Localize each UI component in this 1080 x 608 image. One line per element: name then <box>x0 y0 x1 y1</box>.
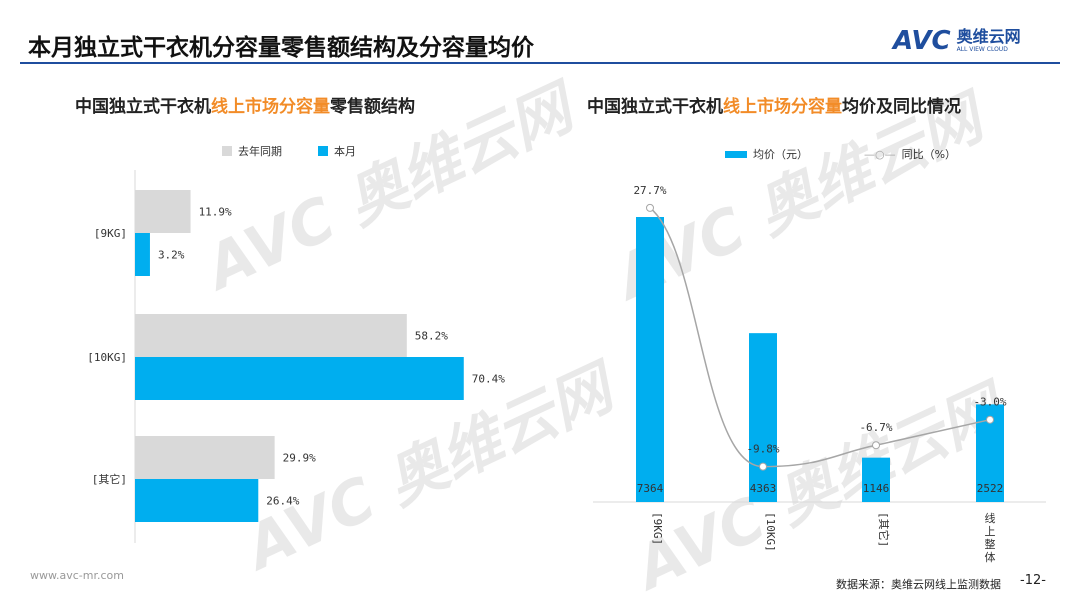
category-label: 整 <box>985 537 996 551</box>
logo-cn: 奥维云网 <box>956 27 1021 46</box>
bar-avg-price <box>749 333 777 502</box>
right-legend: 均价（元） —○— 同比（%） <box>725 146 956 162</box>
legend-swatch-previous <box>222 146 232 156</box>
legend-line-icon: —○— <box>864 147 896 161</box>
yoy-label: 27.7% <box>633 184 666 197</box>
category-label: 体 <box>985 550 996 564</box>
bar-previous <box>135 314 407 357</box>
category-label: [10KG] <box>764 512 777 552</box>
category-label: 线 <box>985 511 996 525</box>
logo-mark: AVC <box>893 26 951 56</box>
yoy-point <box>759 462 767 471</box>
legend-label: 同比（%） <box>901 148 957 161</box>
category-label: [9KG] <box>651 512 664 545</box>
bar-avg-price <box>636 217 664 503</box>
bar-avg-price <box>862 457 890 502</box>
data-label: 29.9% <box>283 452 316 465</box>
category-label: [10KG] <box>87 351 127 364</box>
bar-current <box>135 233 150 276</box>
category-label: [其它] <box>877 512 891 547</box>
bar-previous <box>135 190 191 233</box>
yoy-line <box>649 207 991 468</box>
footer-url: www.avc-mr.com <box>30 569 124 582</box>
right-chart-title: 中国独立式干衣机线上市场分容量均价及同比情况 <box>587 97 961 117</box>
legend-label: 去年同期 <box>238 145 282 158</box>
bar-value-label: 2522 <box>977 482 1004 495</box>
logo: AVC 奥维云网 ALL VIEW CLOUD <box>893 26 1021 56</box>
yoy-point <box>646 203 654 212</box>
page-number: -12- <box>1020 573 1046 588</box>
data-label: 3.2% <box>158 249 185 262</box>
yoy-point <box>872 441 880 450</box>
data-label: 58.2% <box>415 330 448 343</box>
yoy-label: -3.0% <box>973 396 1006 409</box>
legend-swatch-current <box>318 146 328 156</box>
bar-value-label: 7364 <box>637 482 664 495</box>
yoy-point <box>986 415 994 424</box>
category-label: [9KG] <box>94 227 127 240</box>
data-label: 26.4% <box>266 495 299 508</box>
yoy-label: -6.7% <box>859 421 892 434</box>
category-label: [其它] <box>92 472 127 486</box>
bar-value-label: 4363 <box>750 482 777 495</box>
bar-previous <box>135 436 275 479</box>
left-chart-title: 中国独立式干衣机线上市场分容量零售额结构 <box>75 97 415 117</box>
legend-label: 本月 <box>334 145 356 158</box>
bar-current <box>135 357 464 400</box>
bar-value-label: 1146 <box>863 482 890 495</box>
legend-label: 均价（元） <box>753 148 808 161</box>
page-title: 本月独立式干衣机分容量零售额结构及分容量均价 <box>28 35 534 61</box>
category-label: 上 <box>985 525 996 538</box>
logo-en: ALL VIEW CLOUD <box>956 46 1008 53</box>
left-legend: 去年同期 本月 <box>222 143 356 159</box>
footer-source: 数据来源：奥维云网线上监测数据 <box>836 578 1001 591</box>
bar-current <box>135 479 259 522</box>
data-label: 70.4% <box>472 373 505 386</box>
header-divider <box>20 62 1060 64</box>
legend-swatch-bar <box>725 150 747 158</box>
yoy-label: -9.8% <box>746 443 779 456</box>
data-label: 11.9% <box>199 206 232 219</box>
